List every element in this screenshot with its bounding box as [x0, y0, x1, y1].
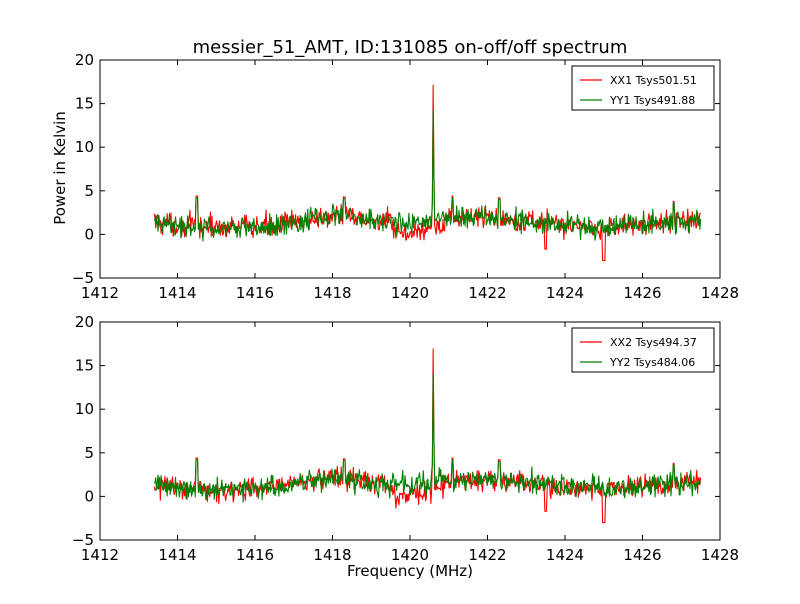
y-axis-label: Power in Kelvin [51, 111, 69, 225]
x-tick-label: 1428 [701, 284, 739, 302]
legend-label-yy1: YY1 Tsys491.88 [609, 94, 695, 107]
x-axis-label: Frequency (MHz) [347, 562, 473, 580]
y-tick-label: 0 [84, 487, 94, 505]
series-line-xx1 [153, 84, 702, 262]
x-tick-label: 1412 [81, 546, 119, 564]
x-tick-label: 1422 [468, 546, 506, 564]
x-tick-label: 1428 [701, 546, 739, 564]
x-tick-label: 1414 [158, 284, 196, 302]
legend: XX1 Tsys501.51 YY1 Tsys491.88 [571, 65, 715, 111]
y-tick-label: 10 [75, 138, 94, 156]
legend-box [571, 327, 715, 373]
y-tick-label: 15 [75, 357, 94, 375]
x-tick-label: 1420 [391, 546, 429, 564]
y-tick-label: 20 [75, 313, 94, 331]
x-tick-label: 1416 [236, 546, 274, 564]
y-tick-label: 15 [75, 95, 94, 113]
x-tick-label: 1426 [623, 546, 661, 564]
y-tick-label: −5 [72, 269, 94, 287]
x-tick-label: 1422 [468, 284, 506, 302]
y-tick-label: −5 [72, 531, 94, 549]
x-tick-label: 1424 [546, 284, 584, 302]
x-tick-label: 1416 [236, 284, 274, 302]
legend: XX2 Tsys494.37 YY2 Tsys484.06 [571, 327, 715, 373]
legend-label-xx1: XX1 Tsys501.51 [610, 74, 697, 87]
series-line-xx2 [153, 348, 702, 524]
x-tick-label: 1414 [158, 546, 196, 564]
x-tick-label: 1424 [546, 546, 584, 564]
series-line-yy1 [153, 110, 702, 242]
y-tick-label: 0 [84, 225, 94, 243]
y-tick-label: 5 [84, 444, 94, 462]
x-tick-label: 1420 [391, 284, 429, 302]
bottom-panel: 1412 1414 1416 1418 1420 1422 1424 1426 1428 −5 0 5… [72, 313, 739, 564]
y-tick-label: 5 [84, 182, 94, 200]
x-tick-label: 1418 [313, 546, 351, 564]
x-tick-label: 1426 [623, 284, 661, 302]
plot-area [153, 348, 702, 524]
legend-label-xx2: XX2 Tsys494.37 [610, 336, 697, 349]
series-line-yy2 [153, 374, 702, 503]
legend-box [571, 65, 715, 111]
x-tick-label: 1412 [81, 284, 119, 302]
figure-title: messier_51_AMT, ID:131085 on-off/off spe… [193, 37, 628, 58]
y-tick-label: 10 [75, 400, 94, 418]
x-tick-label: 1418 [313, 284, 351, 302]
plot-area [153, 84, 702, 262]
y-tick-label: 20 [75, 51, 94, 69]
legend-label-yy2: YY2 Tsys484.06 [609, 356, 695, 369]
top-panel: 1412 1414 1416 1418 1420 1422 1424 1426 1428 −5 0 5… [72, 51, 739, 302]
